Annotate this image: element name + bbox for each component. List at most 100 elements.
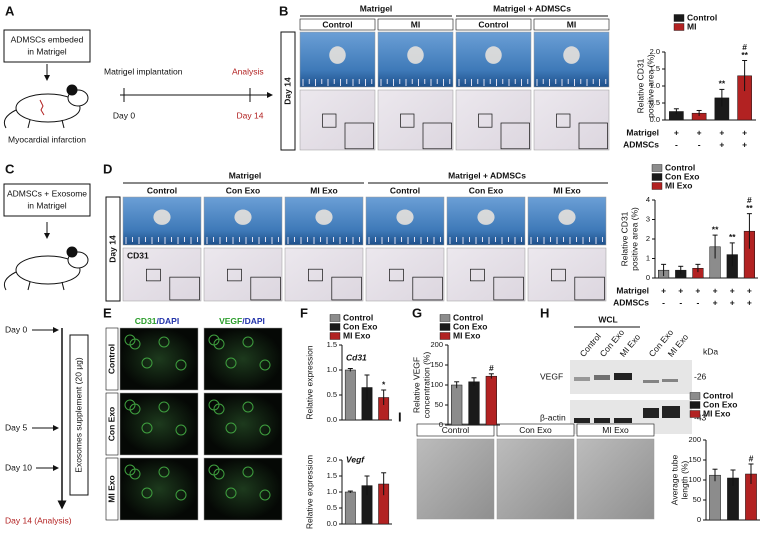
y-tick-label: 1 <box>646 253 650 262</box>
legend-label: Con Exo <box>665 171 699 181</box>
condition-mark: + <box>730 285 735 295</box>
cell <box>175 489 187 501</box>
y-axis-label: Relative expression <box>304 455 314 529</box>
y-tick-label: 1.5 <box>327 340 337 349</box>
mouse <box>3 84 89 129</box>
micrograph <box>455 89 532 151</box>
micrograph <box>203 457 283 521</box>
row-box <box>105 392 119 456</box>
y-tick-label: 0.0 <box>327 415 337 424</box>
y-tick-label: 0 <box>646 273 650 282</box>
group-header: Matrigel + ADMSCs <box>448 170 526 180</box>
micrograph <box>203 327 283 391</box>
legend-swatch <box>439 332 451 340</box>
stain: VEGF <box>219 316 242 326</box>
column-label: MI <box>411 19 420 29</box>
timeline-label: Matrigel implantation <box>104 66 183 76</box>
matrigel-plug <box>234 209 252 225</box>
panel-label: D <box>103 161 112 176</box>
inset <box>422 122 452 150</box>
y-tick-label: 150 <box>688 455 701 464</box>
cell <box>141 487 153 499</box>
timeline-day: Day 0 <box>5 324 27 334</box>
significance: # <box>749 453 754 463</box>
y-tick-label: 1.5 <box>327 471 337 480</box>
micrograph <box>527 247 607 302</box>
mouse <box>3 246 89 291</box>
cell <box>259 359 271 371</box>
y-axis-label: Relative CD31 <box>635 58 645 113</box>
micrograph <box>203 247 283 302</box>
timeline-day: Day 10 <box>5 462 32 472</box>
inset <box>500 122 530 150</box>
cell <box>259 489 271 501</box>
condition-mark: + <box>719 139 724 149</box>
roi <box>389 268 404 282</box>
unit: kDa <box>703 346 718 356</box>
row-box <box>105 457 119 521</box>
stain: /DAPI <box>242 316 265 326</box>
column-label: MI Exo <box>553 185 580 195</box>
timeline-day: Day 5 <box>5 422 27 432</box>
box <box>3 29 91 63</box>
row-label: Con Exo <box>106 407 116 441</box>
legend-label: Control <box>665 162 695 172</box>
y-tick-label: 50 <box>435 400 443 409</box>
micrograph <box>365 247 445 302</box>
box <box>3 183 91 217</box>
column-label: MI <box>567 19 576 29</box>
legend-label: Control <box>453 312 483 322</box>
column-box <box>377 18 454 31</box>
bar <box>344 491 356 525</box>
condition-mark: + <box>742 127 747 137</box>
roi <box>322 113 337 128</box>
y-tick-label: 0.0 <box>650 115 660 124</box>
significance: ** <box>712 224 719 234</box>
y-tick-label: 0.5 <box>327 390 337 399</box>
y-tick-label: 2.0 <box>327 455 337 464</box>
condition-mark: + <box>674 127 679 137</box>
y-axis-label: length (%) <box>679 460 689 499</box>
legend-swatch <box>689 392 701 400</box>
y-tick-label: 0 <box>439 420 443 429</box>
matrigel-plug <box>396 209 414 225</box>
row-label: Control <box>106 344 116 374</box>
stain-header: VEGF/DAPI <box>219 316 265 326</box>
y-tick-label: 2 <box>646 234 650 243</box>
legend-label: Control <box>703 390 733 400</box>
condition-name: Matrigel <box>626 127 659 137</box>
roi <box>556 113 571 128</box>
column-label: MI Exo <box>602 425 629 435</box>
y-tick-label: 1.0 <box>327 365 337 374</box>
y-axis-label: positive area (%) <box>645 54 655 118</box>
micrograph <box>446 247 526 302</box>
band-size: -26 <box>694 371 707 381</box>
box-text: in Matrigel <box>27 46 66 56</box>
cell <box>213 468 225 480</box>
y-tick-label: 0 <box>697 515 701 524</box>
roi <box>227 268 242 282</box>
bar <box>709 474 721 521</box>
significance: ** <box>746 203 753 213</box>
column-label: Control <box>322 19 352 29</box>
micrograph <box>119 392 199 456</box>
micrograph <box>203 392 283 456</box>
condition-mark: + <box>661 285 666 295</box>
y-axis-label: Average tube <box>669 455 679 506</box>
y-tick-label: 0.5 <box>327 503 337 512</box>
condition-mark: - <box>679 297 682 307</box>
band-size: -43 <box>694 412 707 422</box>
legend-swatch <box>439 323 451 331</box>
cell <box>225 487 237 499</box>
legend-label: Con Exo <box>453 321 487 331</box>
column-label: Con Exo <box>226 185 260 195</box>
roi <box>308 268 323 282</box>
cell <box>141 422 153 434</box>
row-label: MI Exo <box>106 475 116 502</box>
row-box <box>105 196 121 302</box>
condition-mark: + <box>695 285 700 295</box>
group-header: Matrigel <box>360 3 393 13</box>
legend-swatch <box>329 332 341 340</box>
cell <box>129 468 141 480</box>
column-box <box>533 18 610 31</box>
